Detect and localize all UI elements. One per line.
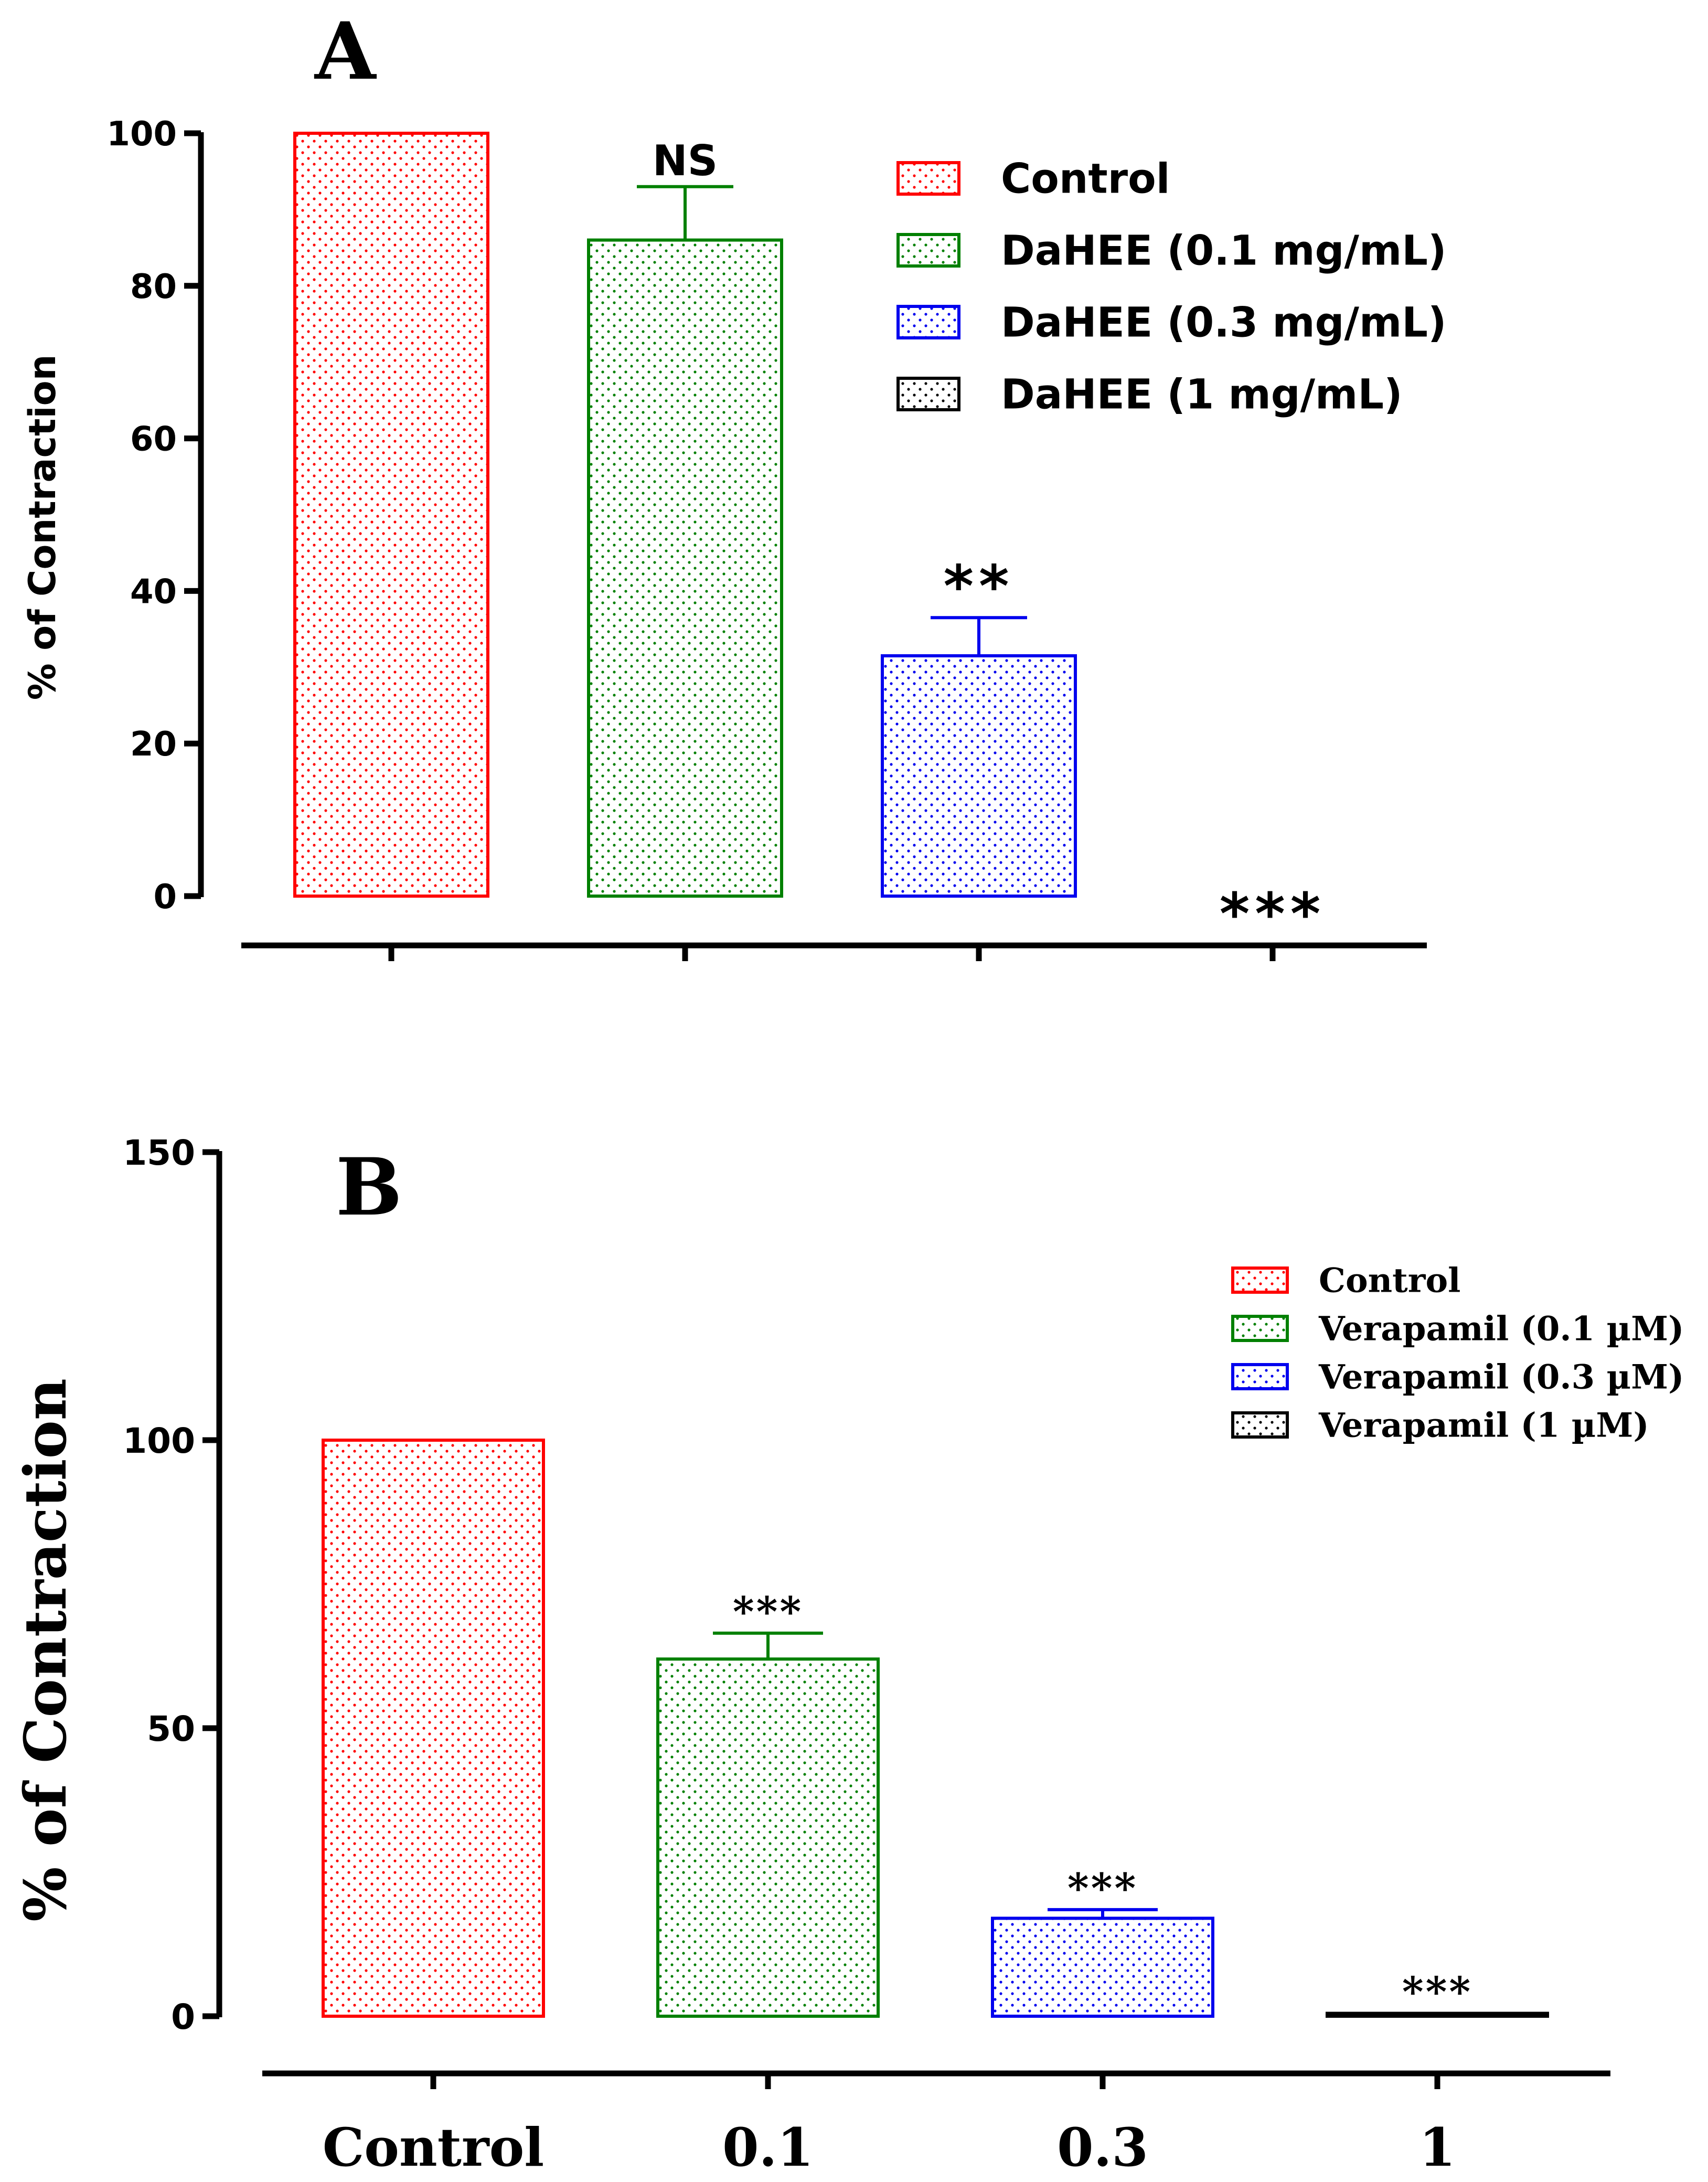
panel-a-legend-label-3: DaHEE (0.3 mg/mL) bbox=[1001, 299, 1447, 346]
panel-a-legend-swatch-4 bbox=[896, 377, 960, 411]
panel-b-legend-label-2: Verapamil (0.1 µM) bbox=[1318, 1309, 1684, 1348]
panel-b-legend-swatch-4 bbox=[1231, 1411, 1289, 1439]
panel-b-chart: B % of Contraction 0 50 100 150 Control 0.1 **… bbox=[12, 1133, 1684, 2178]
panel-b-legend-label-3: Verapamil (0.3 µM) bbox=[1318, 1357, 1684, 1397]
panel-b-legend-swatch-1 bbox=[1231, 1266, 1289, 1294]
panel-b-legend-swatch-3 bbox=[1231, 1363, 1289, 1390]
panel-a-legend-label-2: DaHEE (0.1 mg/mL) bbox=[1001, 227, 1447, 274]
panel-b-bar-4 bbox=[1326, 2011, 1549, 2018]
panel-a-legend-swatch-1 bbox=[896, 161, 960, 196]
panel-b-bar-1 bbox=[322, 1439, 545, 2018]
panel-b-legend-label-4: Verapamil (1 µM) bbox=[1318, 1406, 1649, 1445]
panel-b-x-tick-label: Control bbox=[323, 2116, 545, 2178]
panel-a-significance-3: ** bbox=[943, 552, 1014, 620]
panel-a-significance-2: NS bbox=[653, 136, 718, 185]
panel-a-y-axis-label: % of Contraction bbox=[21, 355, 64, 700]
panel-a-chart: A % of Contraction 020406080100NS*****Co… bbox=[21, 5, 1447, 961]
panel-b-y-tick-label: 0 bbox=[171, 1997, 195, 2037]
panel-b-significance-4: *** bbox=[1402, 1968, 1472, 2016]
panel-b-y-axis-label: % of Contraction bbox=[12, 1378, 79, 1922]
panel-a-y-tick-label: 80 bbox=[130, 268, 177, 306]
panel-b-bar-2 bbox=[656, 1657, 880, 2018]
panel-a-y-tick-label: 20 bbox=[130, 725, 177, 764]
panel-a-letter: A bbox=[314, 5, 377, 98]
panel-a-y-tick-label: 60 bbox=[130, 420, 177, 459]
panel-b-y-tick-label: 150 bbox=[123, 1133, 195, 1173]
panel-a-legend-swatch-3 bbox=[896, 305, 960, 339]
panel-b-significance-2: *** bbox=[733, 1588, 803, 1636]
panel-a-y-tick-label: 100 bbox=[106, 115, 177, 154]
panel-a-legend-label-1: Control bbox=[1001, 155, 1170, 203]
panel-a-legend-swatch-2 bbox=[896, 233, 960, 268]
panel-b-letter: B bbox=[336, 1141, 402, 1233]
panel-a-bar-3 bbox=[881, 654, 1077, 898]
panel-a-y-tick-label: 0 bbox=[153, 878, 177, 917]
panel-b-x-tick-label: 0.1 bbox=[722, 2116, 814, 2178]
panel-b-x-tick-label: 0.3 bbox=[1057, 2116, 1148, 2178]
panel-a-bar-2 bbox=[587, 238, 783, 898]
panel-b-legend-label-1: Control bbox=[1319, 1261, 1460, 1300]
panel-a-bar-1 bbox=[293, 132, 489, 898]
panel-b-x-tick-label: 1 bbox=[1419, 2116, 1456, 2178]
panel-b-y-tick-label: 100 bbox=[123, 1421, 195, 1461]
panel-b-significance-3: *** bbox=[1068, 1865, 1138, 1912]
panel-a-significance-4: *** bbox=[1220, 880, 1326, 948]
panel-b-bar-3 bbox=[991, 1917, 1214, 2018]
panel-a-y-tick-label: 40 bbox=[130, 572, 177, 611]
panel-a-legend-label-4: DaHEE (1 mg/mL) bbox=[1001, 371, 1403, 418]
panel-b-legend-swatch-2 bbox=[1231, 1315, 1289, 1342]
panel-b-y-tick-label: 50 bbox=[147, 1709, 195, 1749]
